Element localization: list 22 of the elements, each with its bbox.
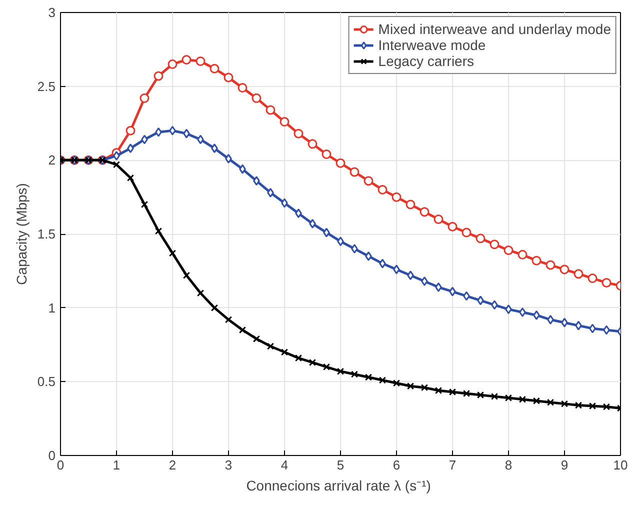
legend-label: Mixed interweave and underlay mode <box>378 21 611 37</box>
legend-label: Legacy carriers <box>378 53 474 69</box>
x-tick-label: 10 <box>613 458 628 472</box>
x-tick-label: 5 <box>336 458 344 472</box>
y-tick-label: 2 <box>48 152 56 168</box>
y-tick-label: 0.5 <box>37 374 56 390</box>
y-tick-label: 2.5 <box>37 78 56 94</box>
x-tick-label: 4 <box>280 458 288 472</box>
x-tick-label: 8 <box>504 458 512 472</box>
y-tick-label: 0 <box>48 448 56 463</box>
y-tick-label: 3 <box>48 5 56 20</box>
x-tick-label: 9 <box>560 458 568 472</box>
x-axis-title: Connecions arrival rate λ (s⁻¹) <box>246 478 431 494</box>
x-tick-label: 3 <box>224 458 232 472</box>
x-tick-label: 7 <box>448 458 456 472</box>
y-tick-label: 1 <box>48 300 56 316</box>
x-tick-label: 1 <box>112 458 120 472</box>
legend-label: Interweave mode <box>378 37 486 53</box>
x-tick-label: 2 <box>168 458 176 472</box>
x-tick-label: 6 <box>392 458 400 472</box>
y-axis-title: Capacity (Mbps) <box>13 183 30 285</box>
y-tick-label: 1.5 <box>37 226 56 242</box>
